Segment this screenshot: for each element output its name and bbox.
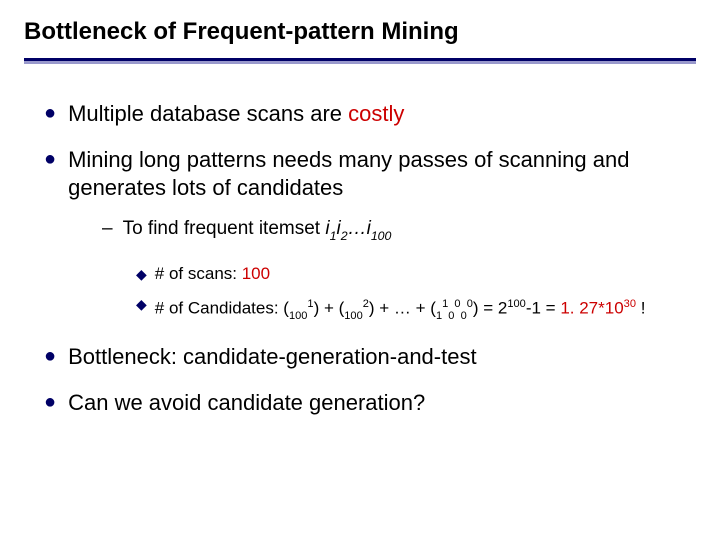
diamond-marker-icon: ◆ (136, 293, 147, 315)
bullet-marker-icon: ● (44, 389, 56, 415)
bullet-list: ● Multiple database scans are costly ● M… (24, 100, 696, 417)
slide-title: Bottleneck of Frequent-pattern Mining (24, 18, 696, 46)
sub-bullet-item: – To find frequent itemset i1i2…i100 (102, 216, 696, 248)
bullet-text: Mining long patterns needs many passes o… (68, 146, 696, 202)
sub-sub-bullet-item: ◆ # of Candidates: (1001) + (1002) + … +… (136, 292, 696, 327)
sub-sub-bullet-list: ◆ # of scans: 100 ◆ # of Candidates: (10… (44, 262, 696, 327)
bullet-marker-icon: ● (44, 100, 56, 126)
sub-sub-bullet-item: ◆ # of scans: 100 (136, 262, 696, 286)
bullet-text: Multiple database scans are costly (68, 100, 696, 128)
title-underline (24, 58, 696, 64)
diamond-marker-icon: ◆ (136, 263, 147, 285)
sub-bullet-list: – To find frequent itemset i1i2…i100 (44, 216, 696, 248)
sub-sub-bullet-text: # of scans: 100 (155, 262, 696, 286)
bullet-text: Can we avoid candidate generation? (68, 389, 696, 417)
rule-bottom (24, 61, 696, 64)
bullet-item-2: ● Mining long patterns needs many passes… (44, 146, 696, 202)
bullet-text: Bottleneck: candidate-generation-and-tes… (68, 343, 696, 371)
bullet-item-1: ● Multiple database scans are costly (44, 100, 696, 128)
bullet-item-4: ● Can we avoid candidate generation? (44, 389, 696, 417)
bullet-item-3: ● Bottleneck: candidate-generation-and-t… (44, 343, 696, 371)
bullet-marker-icon: ● (44, 343, 56, 369)
dash-marker-icon: – (102, 216, 113, 242)
bullet-marker-icon: ● (44, 146, 56, 172)
sub-sub-bullet-text: # of Candidates: (1001) + (1002) + … + (… (155, 292, 696, 327)
sub-bullet-text: To find frequent itemset i1i2…i100 (123, 216, 696, 248)
